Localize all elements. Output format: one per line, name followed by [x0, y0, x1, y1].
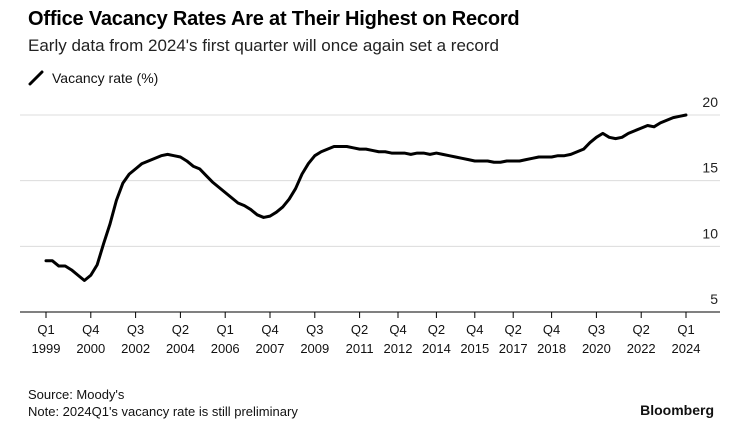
x-tick-year-label: 2017 — [499, 341, 528, 356]
x-tick-quarter-label: Q3 — [306, 322, 323, 337]
x-tick-year-label: 2006 — [211, 341, 240, 356]
y-tick-label: 20 — [702, 94, 718, 110]
x-tick-quarter-label: Q4 — [389, 322, 406, 337]
y-tick-label: 5 — [710, 291, 718, 307]
source-note: Source: Moody's — [28, 387, 125, 402]
x-tick-year-label: 2011 — [346, 341, 374, 356]
x-tick-year-label: 2015 — [460, 341, 489, 356]
x-tick-quarter-label: Q1 — [217, 322, 234, 337]
legend: Vacancy rate (%) — [28, 70, 158, 86]
x-tick-quarter-label: Q2 — [428, 322, 445, 337]
x-tick-quarter-label: Q1 — [677, 322, 694, 337]
legend-label: Vacancy rate (%) — [52, 70, 159, 86]
x-tick-quarter-label: Q4 — [82, 322, 99, 337]
x-tick-quarter-label: Q3 — [588, 322, 605, 337]
x-tick-year-label: 1999 — [32, 341, 61, 356]
x-tick-year-label: 2004 — [166, 341, 195, 356]
x-tick-year-label: 2014 — [422, 341, 451, 356]
x-tick-quarter-label: Q2 — [351, 322, 368, 337]
x-tick-quarter-label: Q2 — [633, 322, 650, 337]
legend-line-icon — [28, 70, 44, 86]
chart-title: Office Vacancy Rates Are at Their Highes… — [28, 8, 520, 30]
x-tick-year-label: 2007 — [256, 341, 285, 356]
x-tick-year-label: 2009 — [300, 341, 329, 356]
x-tick-year-label: 2022 — [627, 341, 656, 356]
x-tick-quarter-label: Q2 — [505, 322, 522, 337]
x-tick-quarter-label: Q4 — [543, 322, 560, 337]
x-tick-quarter-label: Q1 — [37, 322, 54, 337]
y-tick-label: 15 — [702, 160, 718, 176]
x-tick-year-label: 2012 — [384, 341, 413, 356]
x-tick-quarter-label: Q4 — [261, 322, 278, 337]
x-tick-year-label: 2000 — [76, 341, 105, 356]
x-tick-year-label: 2020 — [582, 341, 611, 356]
x-tick-year-label: 2002 — [121, 341, 150, 356]
chart-subtitle: Early data from 2024's first quarter wil… — [28, 36, 499, 55]
line-chart: 5 10 15 20 Q1 1999 Q4 2000 Q3 2002 Q2 2004 Q1 2006 Q4 2… — [20, 94, 720, 356]
vacancy-rate-line — [44, 113, 688, 282]
x-tick-quarter-label: Q4 — [466, 322, 483, 337]
x-tick-year-label: 2024 — [672, 341, 701, 356]
chart-footer: Source: Moody's Note: 2024Q1's vacancy r… — [28, 386, 298, 420]
x-tick-year-label: 2018 — [537, 341, 566, 356]
preliminary-note: Note: 2024Q1's vacancy rate is still pre… — [28, 404, 298, 419]
x-tick-quarter-label: Q3 — [127, 322, 144, 337]
bloomberg-logo: Bloomberg — [640, 402, 714, 418]
y-tick-label: 10 — [702, 225, 718, 241]
x-tick-quarter-label: Q2 — [172, 322, 189, 337]
